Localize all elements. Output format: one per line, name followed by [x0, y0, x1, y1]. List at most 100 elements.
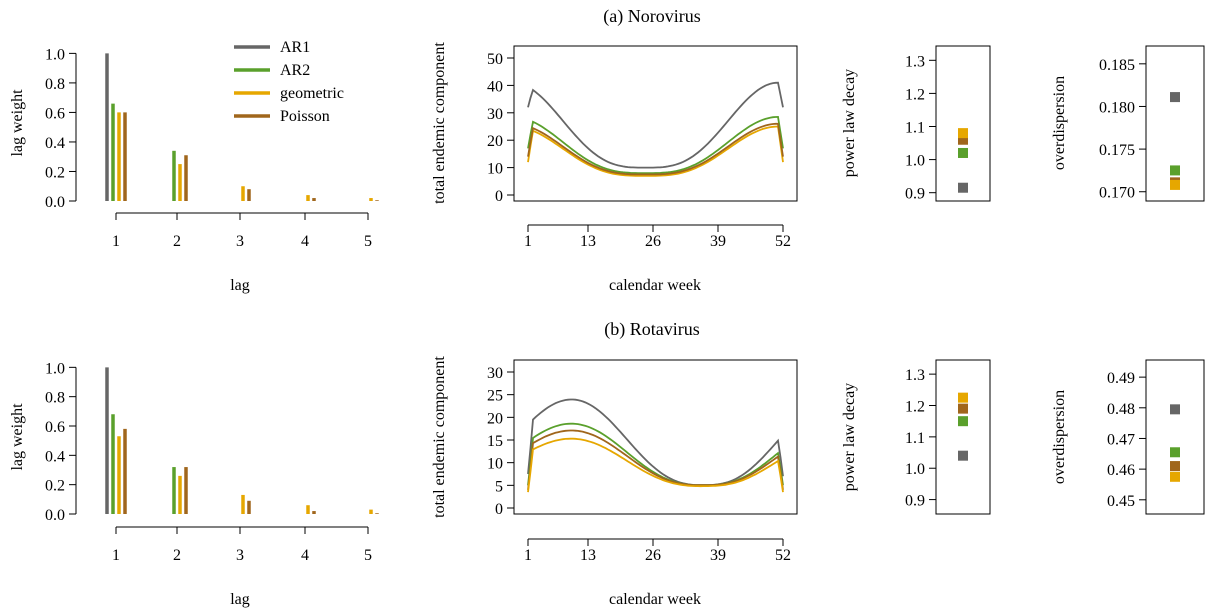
- x-tick-label: 52: [775, 233, 791, 250]
- point: [1170, 447, 1180, 458]
- y-tick-label: 0.9: [905, 493, 925, 510]
- series-line: [527, 81, 784, 169]
- series-line: [527, 398, 784, 487]
- x-tick-label: 26: [645, 547, 661, 564]
- x-tick-label: 13: [580, 547, 596, 564]
- y-tick-label: 0.6: [45, 105, 65, 122]
- x-tick-label: 5: [364, 233, 372, 250]
- y-axis-label: total endemic component: [431, 42, 448, 204]
- y-tick-label: 0.180: [1099, 99, 1135, 116]
- y-tick-label: 0.49: [1107, 370, 1135, 387]
- y-tick-label: 30: [487, 106, 503, 123]
- series-line: [527, 429, 784, 491]
- y-tick-label: 0.0: [45, 507, 65, 524]
- legend-label: AR1: [280, 39, 310, 56]
- point: [958, 147, 968, 158]
- point: [958, 416, 968, 427]
- point: [958, 128, 968, 139]
- x-tick-label: 39: [710, 547, 726, 564]
- y-tick-label: 1.3: [905, 367, 925, 384]
- x-tick-label: 52: [775, 547, 791, 564]
- y-tick-label: 10: [487, 161, 503, 178]
- y-tick-label: 5: [495, 478, 503, 495]
- x-tick-label: 1: [524, 233, 532, 250]
- y-tick-label: 0.170: [1099, 185, 1135, 202]
- x-tick-label: 26: [645, 233, 661, 250]
- y-tick-label: 0.2: [45, 164, 65, 181]
- series-line: [527, 125, 784, 177]
- y-axis-label: lag weight: [9, 403, 26, 471]
- y-tick-label: 0.175: [1099, 142, 1135, 159]
- x-tick-label: 1: [524, 547, 532, 564]
- plot-frame: [513, 359, 798, 515]
- y-tick-label: 0.46: [1107, 462, 1135, 479]
- legend-label: AR2: [280, 62, 310, 79]
- x-tick-label: 2: [173, 233, 181, 250]
- x-tick-label: 5: [364, 547, 372, 564]
- y-axis-label: power law decay: [841, 69, 858, 177]
- y-tick-label: 1.2: [905, 86, 925, 103]
- point: [958, 392, 968, 403]
- x-tick-label: 1: [112, 233, 120, 250]
- point: [958, 182, 968, 193]
- y-tick-label: 0.4: [45, 135, 65, 152]
- y-axis-label: overdispersion: [1051, 390, 1068, 484]
- y-axis-label: power law decay: [841, 383, 858, 491]
- x-tick-label: 4: [301, 547, 309, 564]
- x-tick-label: 39: [710, 233, 726, 250]
- point: [958, 450, 968, 461]
- y-tick-label: 0: [495, 501, 503, 518]
- y-tick-label: 1.0: [905, 461, 925, 478]
- x-axis-label: calendar week: [609, 591, 701, 608]
- series-line: [527, 115, 784, 175]
- y-tick-label: 0.0: [45, 194, 65, 211]
- x-axis-label: lag: [230, 591, 250, 608]
- y-tick-label: 50: [487, 51, 503, 68]
- legend-label: Poisson: [280, 108, 330, 125]
- y-tick-label: 0.4: [45, 448, 65, 465]
- x-tick-label: 13: [580, 233, 596, 250]
- legend-label: geometric: [280, 85, 344, 102]
- y-tick-label: 1.1: [905, 430, 925, 447]
- y-tick-label: 40: [487, 78, 503, 95]
- x-tick-label: 4: [301, 233, 309, 250]
- point: [1170, 404, 1180, 415]
- x-tick-label: 2: [173, 547, 181, 564]
- y-tick-label: 0.8: [45, 76, 65, 93]
- plot-frame: [935, 45, 991, 202]
- y-tick-label: 0: [495, 188, 503, 205]
- y-tick-label: 1.3: [905, 53, 925, 70]
- point: [1170, 92, 1180, 103]
- plot-frame: [935, 359, 991, 515]
- point: [1170, 179, 1180, 190]
- y-tick-label: 0.185: [1099, 57, 1135, 74]
- y-tick-label: 1.0: [45, 46, 65, 63]
- y-tick-label: 20: [487, 410, 503, 427]
- x-axis-label: lag: [230, 277, 250, 294]
- x-axis-label: calendar week: [609, 277, 701, 294]
- y-tick-label: 1.0: [905, 153, 925, 170]
- y-tick-label: 0.8: [45, 390, 65, 407]
- point: [958, 403, 968, 414]
- panel-title: (b) Rotavirus: [604, 319, 699, 340]
- y-tick-label: 0.48: [1107, 401, 1135, 418]
- y-tick-label: 1.2: [905, 399, 925, 416]
- y-tick-label: 25: [487, 388, 503, 405]
- x-tick-label: 3: [236, 233, 244, 250]
- y-axis-label: total endemic component: [431, 356, 448, 518]
- panel-title: (a) Norovirus: [603, 6, 700, 27]
- y-tick-label: 1.0: [45, 360, 65, 377]
- y-tick-label: 15: [487, 433, 503, 450]
- y-axis-label: overdispersion: [1051, 76, 1068, 170]
- plot-frame: [1145, 359, 1205, 515]
- x-tick-label: 3: [236, 547, 244, 564]
- point: [1170, 165, 1180, 176]
- y-tick-label: 0.47: [1107, 431, 1135, 448]
- y-tick-label: 30: [487, 365, 503, 382]
- y-tick-label: 0.45: [1107, 493, 1135, 510]
- series-line: [527, 437, 784, 493]
- series-line: [527, 122, 784, 176]
- y-tick-label: 0.9: [905, 186, 925, 203]
- point: [958, 134, 968, 145]
